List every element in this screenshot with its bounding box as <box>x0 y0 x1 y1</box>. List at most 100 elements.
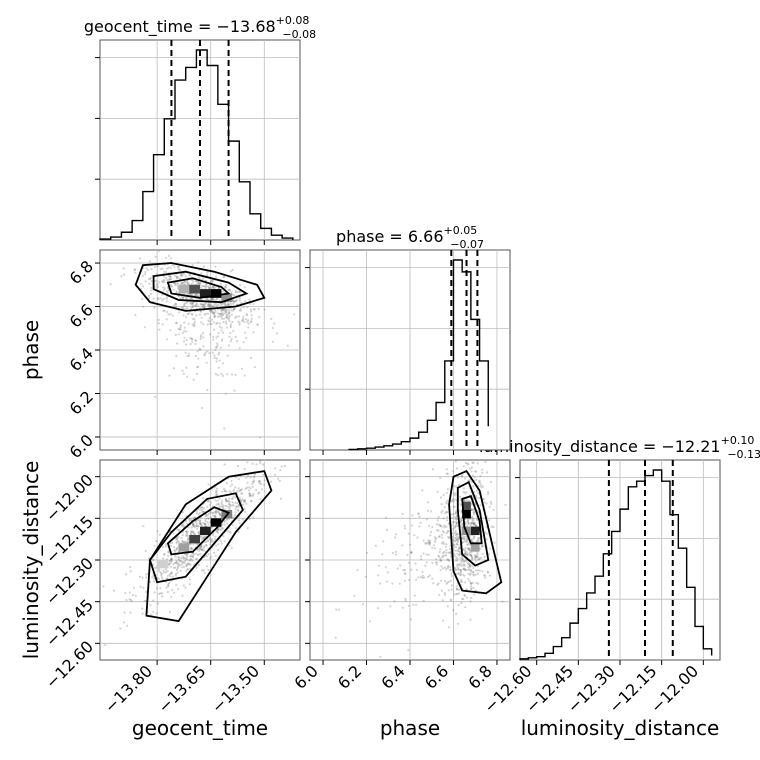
sample-point <box>192 553 196 556</box>
sample-point <box>221 362 225 365</box>
sample-point <box>218 513 222 516</box>
sample-point <box>226 373 229 376</box>
sample-point <box>201 285 205 288</box>
sample-point <box>186 530 189 533</box>
sample-point <box>211 351 214 354</box>
sample-point <box>469 554 472 557</box>
sample-point <box>227 309 230 312</box>
sample-point <box>437 523 440 526</box>
tick-label-x: 6.6 <box>421 661 452 692</box>
sample-point <box>474 524 477 527</box>
sample-point <box>207 483 210 486</box>
sample-point <box>223 489 226 492</box>
sample-point <box>457 572 460 575</box>
sample-point <box>463 565 466 568</box>
sample-point <box>181 296 184 299</box>
sample-point <box>464 568 467 571</box>
sample-point <box>228 335 231 338</box>
sample-point <box>142 586 145 589</box>
sample-point <box>153 580 156 583</box>
sample-point <box>469 581 472 585</box>
sample-point <box>196 302 199 305</box>
sample-point <box>246 320 249 324</box>
sample-point <box>366 551 369 555</box>
sample-point <box>250 317 253 320</box>
sample-point <box>249 494 253 497</box>
sample-point <box>238 290 241 293</box>
sample-point <box>199 337 202 341</box>
sample-point <box>455 587 458 591</box>
gridlines <box>520 460 720 660</box>
sample-point <box>454 559 457 562</box>
sample-point <box>472 513 476 516</box>
sample-point <box>192 531 195 534</box>
sample-point <box>445 568 448 571</box>
sample-point <box>249 487 252 490</box>
sample-point <box>185 534 188 538</box>
sample-point <box>228 503 231 506</box>
sample-point <box>229 531 232 534</box>
sample-point <box>466 524 469 528</box>
sample-point <box>185 316 188 319</box>
sample-point <box>471 461 474 464</box>
sample-point <box>462 548 465 551</box>
sample-point <box>125 573 128 576</box>
sample-point <box>222 534 225 538</box>
sample-point <box>474 573 477 576</box>
sample-point <box>207 303 210 306</box>
density-cell <box>189 535 200 544</box>
sample-point <box>176 547 179 550</box>
sample-point <box>411 514 414 517</box>
sample-point <box>457 563 460 566</box>
sample-point <box>452 521 455 524</box>
sample-point <box>214 372 217 375</box>
sample-point <box>483 555 486 558</box>
sample-point <box>141 274 145 277</box>
sample-point <box>198 511 201 514</box>
sample-point <box>252 480 255 483</box>
sample-point <box>459 495 462 499</box>
sample-point <box>438 593 441 597</box>
sample-point <box>241 319 244 322</box>
sample-point <box>167 582 170 586</box>
sample-point <box>229 270 232 273</box>
sample-point <box>214 554 217 557</box>
sample-point <box>279 469 282 472</box>
sample-point <box>219 304 223 307</box>
density-cell <box>462 501 471 510</box>
sample-point <box>161 281 164 284</box>
sample-point <box>158 533 161 536</box>
sample-point <box>463 574 466 577</box>
sample-point <box>173 549 176 552</box>
sample-point <box>237 320 240 323</box>
sample-point <box>464 477 467 480</box>
sample-point <box>490 525 493 528</box>
sample-point <box>475 581 478 585</box>
sample-point <box>192 542 195 546</box>
sample-point <box>185 301 188 304</box>
sample-point <box>236 502 239 505</box>
sample-point <box>235 315 238 318</box>
sample-point <box>447 559 451 562</box>
sample-point <box>441 556 444 559</box>
sample-point <box>192 525 195 528</box>
sample-point <box>476 551 479 554</box>
density-cell <box>157 560 168 569</box>
sample-point <box>203 545 206 548</box>
sample-point <box>225 316 228 319</box>
sample-point <box>467 499 471 502</box>
sample-point <box>478 537 481 540</box>
sample-point <box>286 344 289 347</box>
sample-point <box>196 542 199 546</box>
sample-point <box>466 519 469 523</box>
sample-point <box>212 305 215 308</box>
sample-point <box>452 492 455 495</box>
sample-point <box>186 540 189 543</box>
sample-point <box>476 456 478 458</box>
sample-point <box>162 546 165 549</box>
sample-point <box>252 492 255 496</box>
sample-point <box>232 495 235 498</box>
sample-point <box>258 491 261 494</box>
sample-point <box>453 526 456 530</box>
sample-point <box>449 599 453 602</box>
